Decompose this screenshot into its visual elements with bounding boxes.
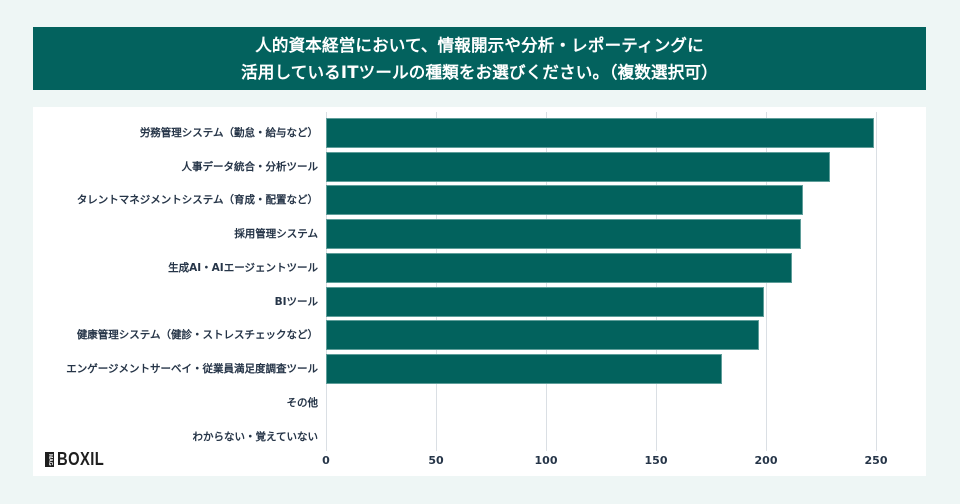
bar	[326, 152, 830, 182]
bar-row: 人事データ統合・分析ツール	[33, 152, 926, 182]
x-tick-label: 150	[644, 454, 668, 467]
category-label: 人事データ統合・分析ツール	[181, 161, 319, 173]
bar	[326, 185, 804, 215]
category-label: 生成AI・AIエージェントツール	[168, 262, 318, 274]
chart-title-banner: 人的資本経営において、情報開示や分析・レポーティングに 活用しているITツールの…	[33, 27, 926, 90]
x-tick-label: 50	[428, 454, 444, 467]
bar-row: タレントマネジメントシステム（育成・配置など）	[33, 185, 926, 215]
bar-row: 労務管理システム（勤怠・給与など）	[33, 118, 926, 148]
plot-area: 労務管理システム（勤怠・給与など） 人事データ統合・分析ツール タレントマネジメ…	[33, 107, 926, 476]
boxil-logo: MAG BOXIL	[45, 449, 115, 470]
bar-row: 採用管理システム	[33, 219, 926, 249]
chart-title-line-2: 活用しているITツールの種類をお選びください。（複数選択可）	[241, 62, 718, 82]
bar-row: BIツール	[33, 287, 926, 317]
x-tick-label: 250	[864, 454, 888, 467]
chart-panel: 労務管理システム（勤怠・給与など） 人事データ統合・分析ツール タレントマネジメ…	[33, 107, 926, 476]
category-label: わからない・覚えていない	[192, 431, 318, 443]
bar-row: 健康管理システム（健診・ストレスチェックなど）	[33, 320, 926, 350]
category-label: BIツール	[274, 296, 318, 308]
logo-text: BOXIL	[57, 449, 105, 469]
bar-row: わからない・覚えていない	[33, 422, 926, 452]
bar	[326, 118, 874, 148]
category-label: 労務管理システム（勤怠・給与など）	[139, 127, 318, 139]
bar	[326, 219, 802, 249]
category-label: 採用管理システム	[234, 228, 318, 240]
gridline-250	[876, 112, 877, 451]
category-label: 健康管理システム（健診・ストレスチェックなど）	[76, 329, 318, 341]
bar	[326, 253, 793, 283]
logo-badge-icon: MAG	[45, 452, 54, 467]
category-label: エンゲージメントサーベイ・従業員満足度調査ツール	[66, 363, 318, 375]
category-label: タレントマネジメントシステム（育成・配置など）	[76, 194, 318, 206]
x-tick-label: 0	[322, 454, 330, 467]
bar	[326, 354, 722, 384]
bar-row: 生成AI・AIエージェントツール	[33, 253, 926, 283]
bar-row: エンゲージメントサーベイ・従業員満足度調査ツール	[33, 354, 926, 384]
bar-row: その他	[33, 388, 926, 418]
chart-title-line-1: 人的資本経営において、情報開示や分析・レポーティングに	[255, 35, 704, 55]
category-label: その他	[286, 397, 319, 409]
bar	[326, 287, 764, 317]
bar	[326, 320, 760, 350]
x-tick-label: 100	[534, 454, 558, 467]
x-tick-label: 200	[754, 454, 778, 467]
